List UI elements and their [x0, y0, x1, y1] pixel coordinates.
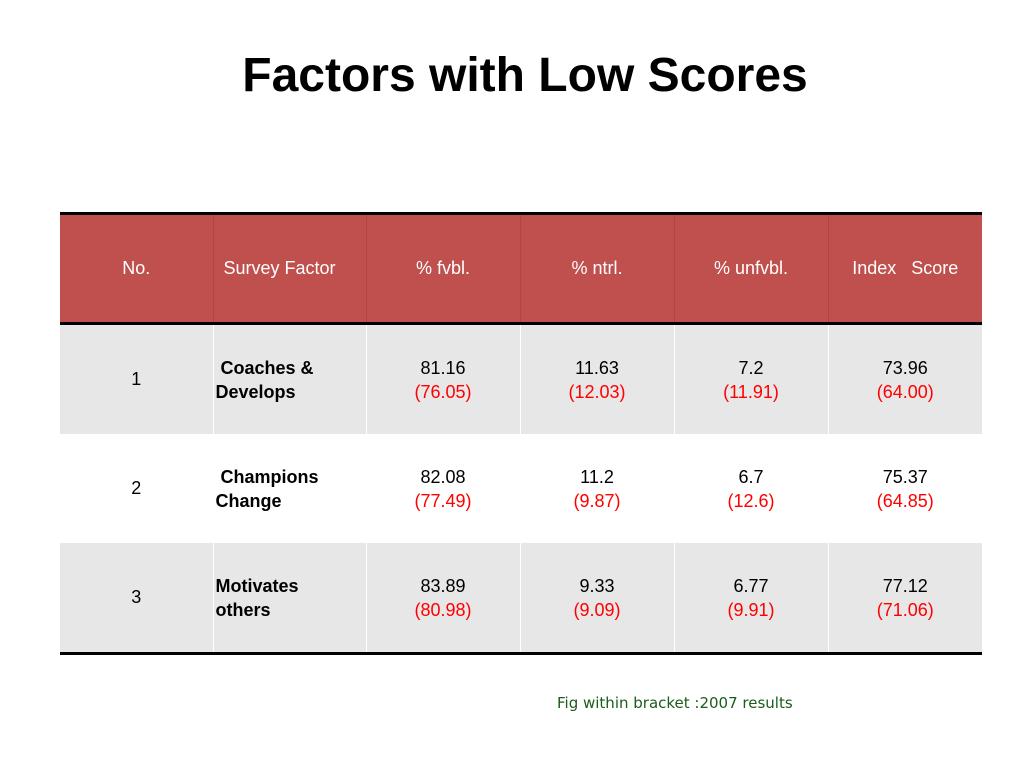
ntrl-cell: 11.2 (9.87) [520, 434, 675, 543]
survey-factor-cell: Champions Change [213, 434, 367, 543]
index-score-cell: 75.37 (64.85) [828, 434, 982, 543]
header-percent-unfavorable: % unfvbl. [674, 213, 829, 325]
current-value: 77.12 [882, 575, 928, 596]
current-value: 7.2 [738, 357, 764, 378]
table-row: 3 Motivates others 83.89 (80.98) 9.33 (9… [60, 543, 982, 654]
slide-title: Factors with Low Scores [242, 49, 808, 102]
previous-value: (9.09) [573, 599, 621, 620]
survey-factor-cell: Coaches & Develops [213, 323, 367, 434]
survey-factor-name: Motivates others [215, 575, 304, 620]
current-value: 75.37 [882, 466, 928, 487]
header-no: No. [60, 213, 214, 325]
ntrl-cell: 11.63 (12.03) [520, 323, 675, 434]
survey-factor-name: Coaches & Develops [215, 357, 319, 402]
previous-value: (9.87) [573, 490, 621, 511]
index-score-cell: 77.12 (71.06) [828, 543, 982, 654]
header-index-score: Index Score [828, 213, 982, 325]
header-percent-favorable: % fvbl. [366, 213, 521, 325]
survey-factor-cell: Motivates others [213, 543, 367, 654]
previous-value: (64.85) [876, 490, 934, 511]
current-value: 6.77 [733, 575, 769, 596]
table-header: No. Survey Factor % fvbl. % ntrl. % unfv… [60, 213, 982, 325]
fvbl-cell: 83.89 (80.98) [366, 543, 521, 654]
current-value: 83.89 [420, 575, 466, 596]
fvbl-cell: 82.08 (77.49) [366, 434, 521, 543]
current-value: 11.63 [575, 357, 619, 378]
previous-value: (71.06) [876, 599, 934, 620]
factors-table: No. Survey Factor % fvbl. % ntrl. % unfv… [60, 212, 982, 655]
previous-value: (76.05) [414, 381, 472, 402]
index-score-cell: 73.96 (64.00) [828, 323, 982, 434]
current-value: 11.2 [580, 466, 614, 487]
current-value: 81.16 [420, 357, 466, 378]
unfvbl-cell: 7.2 (11.91) [674, 323, 829, 434]
current-value: 82.08 [420, 466, 466, 487]
unfvbl-cell: 6.7 (12.6) [674, 434, 829, 543]
current-value: 6.7 [738, 466, 764, 487]
fvbl-cell: 81.16 (76.05) [366, 323, 521, 434]
survey-factor-name: Champions Change [215, 466, 324, 511]
ntrl-cell: 9.33 (9.09) [520, 543, 675, 654]
previous-value: (11.91) [723, 381, 779, 402]
unfvbl-cell: 6.77 (9.91) [674, 543, 829, 654]
previous-value: (9.91) [727, 599, 775, 620]
row-number: 2 [60, 434, 214, 543]
row-number: 3 [60, 543, 214, 654]
table-row: 1 Coaches & Develops 81.16 (76.05) 11.63… [60, 323, 982, 434]
current-value: 9.33 [579, 575, 615, 596]
footnote: Fig within bracket :2007 results [557, 694, 793, 712]
previous-value: (80.98) [414, 599, 472, 620]
previous-value: (12.03) [568, 381, 626, 402]
previous-value: (12.6) [727, 490, 775, 511]
row-number: 1 [60, 323, 214, 434]
table-row: 2 Champions Change 82.08 (77.49) 11.2 (9… [60, 434, 982, 543]
previous-value: (77.49) [414, 490, 472, 511]
previous-value: (64.00) [876, 381, 934, 402]
header-percent-neutral: % ntrl. [520, 213, 675, 325]
current-value: 73.96 [882, 357, 928, 378]
header-survey-factor: Survey Factor [213, 213, 367, 325]
header-row: No. Survey Factor % fvbl. % ntrl. % unfv… [60, 213, 982, 325]
